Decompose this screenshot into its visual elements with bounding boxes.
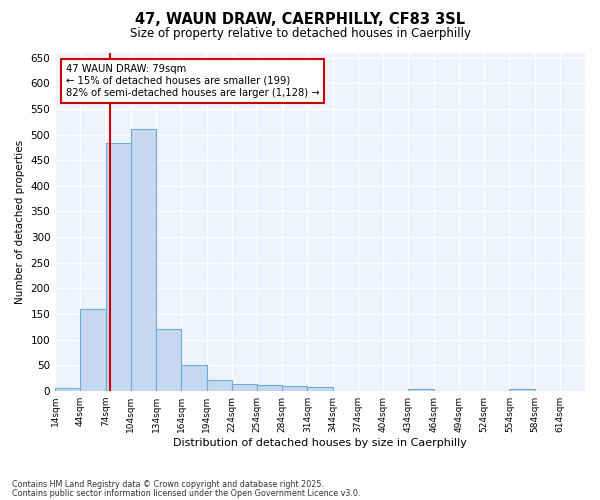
Bar — [232, 384, 257, 391]
Bar — [181, 365, 206, 391]
Bar — [282, 386, 307, 391]
Bar — [106, 143, 131, 391]
X-axis label: Distribution of detached houses by size in Caerphilly: Distribution of detached houses by size … — [173, 438, 467, 448]
Bar — [206, 380, 232, 391]
Bar — [509, 390, 535, 391]
Bar — [156, 330, 181, 391]
Text: Contains HM Land Registry data © Crown copyright and database right 2025.: Contains HM Land Registry data © Crown c… — [12, 480, 324, 489]
Bar — [409, 390, 434, 391]
Bar — [80, 309, 106, 391]
Y-axis label: Number of detached properties: Number of detached properties — [15, 140, 25, 304]
Bar — [131, 130, 156, 391]
Text: 47 WAUN DRAW: 79sqm
← 15% of detached houses are smaller (199)
82% of semi-detac: 47 WAUN DRAW: 79sqm ← 15% of detached ho… — [66, 64, 319, 98]
Text: Contains public sector information licensed under the Open Government Licence v3: Contains public sector information licen… — [12, 488, 361, 498]
Bar — [257, 384, 282, 391]
Text: Size of property relative to detached houses in Caerphilly: Size of property relative to detached ho… — [130, 28, 470, 40]
Bar — [55, 388, 80, 391]
Bar — [307, 386, 332, 391]
Text: 47, WAUN DRAW, CAERPHILLY, CF83 3SL: 47, WAUN DRAW, CAERPHILLY, CF83 3SL — [135, 12, 465, 28]
